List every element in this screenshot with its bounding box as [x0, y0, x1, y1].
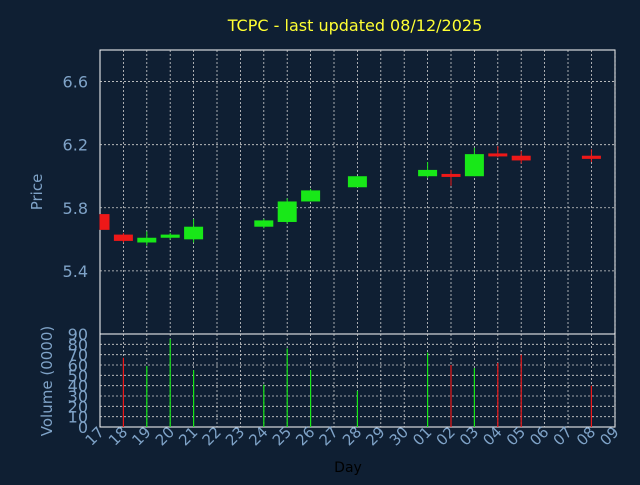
- candle-body: [137, 237, 157, 243]
- candle: [441, 169, 461, 186]
- volume-tick-label: 90: [68, 325, 88, 344]
- candle-body: [511, 155, 531, 161]
- candle-body: [277, 201, 297, 222]
- volume-tick-label: 40: [68, 377, 88, 396]
- price-grid: [100, 50, 616, 334]
- chart-title: TCPC - last updated 08/12/2025: [227, 16, 483, 35]
- volume-tick-label: 50: [68, 366, 88, 385]
- candle: [184, 218, 204, 243]
- candle: [254, 218, 274, 229]
- candle: [488, 146, 508, 158]
- price-tick-label: 5.8: [63, 199, 88, 218]
- price-tick-labels: 5.4 5.8 6.2 6.6: [63, 73, 88, 281]
- candle: [113, 233, 133, 243]
- candle: [277, 198, 297, 224]
- candle: [160, 233, 180, 240]
- candle-body: [254, 220, 274, 227]
- candle-body: [184, 226, 204, 240]
- candle-body: [100, 214, 110, 230]
- candle: [581, 149, 601, 163]
- price-tick-label: 5.4: [63, 262, 88, 281]
- candle-body: [347, 176, 367, 188]
- candle-body: [301, 190, 321, 202]
- candle: [418, 162, 438, 178]
- candle: [347, 176, 367, 188]
- volume-tick-label: 20: [68, 397, 88, 416]
- volume-bars: [122, 339, 593, 427]
- candle: [464, 147, 484, 177]
- volume-tick-label: 60: [68, 356, 88, 375]
- price-tick-label: 6.2: [63, 136, 88, 155]
- candle-body: [581, 155, 601, 159]
- price-axis-label: Price: [28, 174, 46, 211]
- volume-axis-label: Volume (0000): [38, 326, 56, 436]
- candles: [99, 146, 601, 246]
- candle-body: [113, 234, 133, 241]
- candle-body: [441, 173, 461, 177]
- candle-body: [160, 234, 180, 238]
- candle: [137, 231, 157, 246]
- candle: [301, 188, 321, 202]
- volume-tick-label: 30: [68, 387, 88, 406]
- x-tick-labels: 1718192021222324252627282930010203040506…: [82, 423, 623, 449]
- volume-tick-label: 10: [68, 408, 88, 427]
- x-axis-label: Day: [334, 460, 362, 476]
- volume-tick-label: 80: [68, 335, 88, 354]
- candle-body: [464, 154, 484, 177]
- price-tick-label: 6.6: [63, 73, 88, 92]
- volume-tick-label: 0: [78, 418, 88, 437]
- candle-body: [488, 153, 508, 157]
- candle-body: [418, 169, 438, 177]
- candle: [511, 150, 531, 164]
- volume-tick-label: 70: [68, 346, 88, 365]
- candle: [99, 214, 110, 230]
